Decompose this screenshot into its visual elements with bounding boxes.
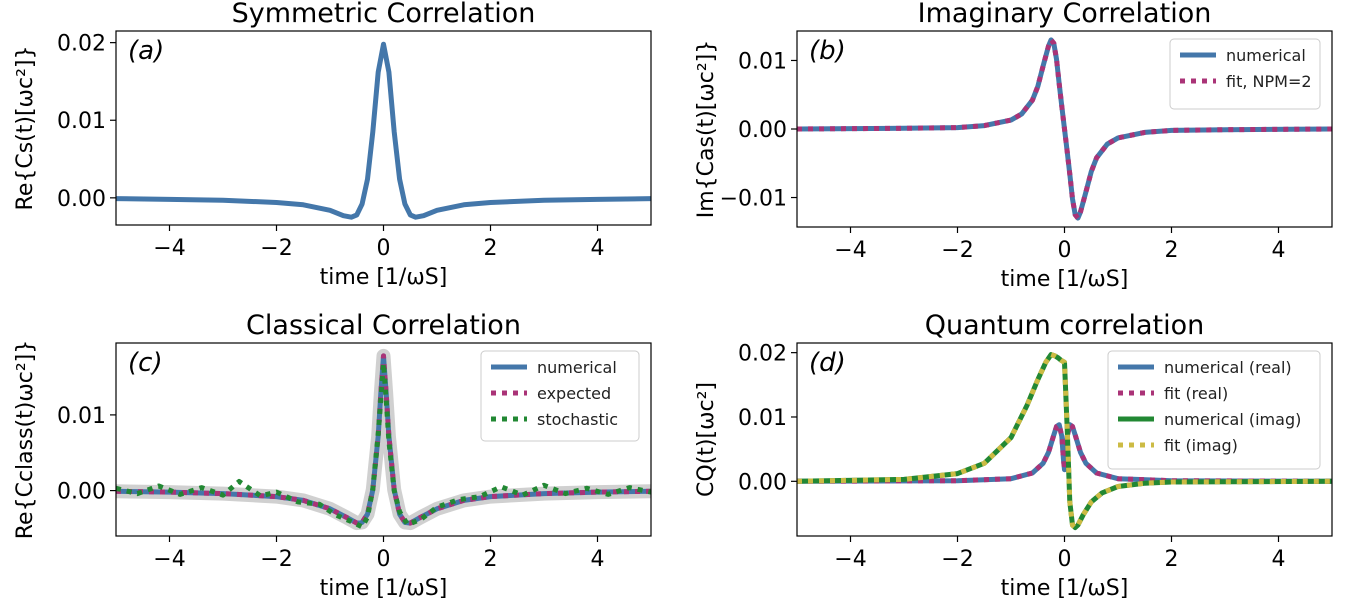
x-axis-label: time [1/ωS] <box>320 576 448 601</box>
legend-box <box>1107 350 1321 470</box>
x-tick-label: −2 <box>260 236 292 261</box>
x-tick-label: 0 <box>377 547 391 572</box>
x-tick-label: 2 <box>484 547 498 572</box>
legend: numerical (real) fit (real) numerical (ima… <box>1107 350 1321 470</box>
panel-title: Imaginary Correlation <box>918 0 1212 29</box>
panel-title: Quantum correlation <box>925 310 1204 341</box>
x-axis-label: time [1/ωS] <box>320 265 448 290</box>
y-tick-label: 0.02 <box>57 32 106 57</box>
legend-label: fit (real) <box>1164 384 1228 403</box>
x-tick-label: −4 <box>834 547 866 572</box>
legend-label: numerical <box>537 358 617 377</box>
y-tick-label: 0.01 <box>738 406 787 431</box>
x-tick-label: 2 <box>484 236 498 261</box>
panel-b: Imaginary Correlation −4 −2 0 2 4 −0.01 0.00 0.0… <box>694 0 1333 292</box>
x-tick-label: 0 <box>1058 547 1072 572</box>
y-tick-label: 0.02 <box>738 342 787 367</box>
legend-label: numerical (imag) <box>1164 410 1301 429</box>
legend: numerical fit, NPM=2 <box>1169 38 1321 110</box>
panel-c: Classical Correlation −4 −2 0 2 4 0.00 0.01 time… <box>13 310 652 601</box>
x-axis-label: time [1/ωS] <box>1001 267 1129 292</box>
y-axis-label: CQ(t)[ωc²] <box>694 382 719 497</box>
y-tick-label: 0.00 <box>57 187 106 212</box>
panel-letter: (b) <box>809 36 846 66</box>
y-axis-label: Re{Cs(t)[ωc²]} <box>13 46 38 211</box>
series-line-fit-npm- <box>797 37 1332 221</box>
series-group <box>116 41 651 220</box>
series-group <box>797 37 1332 221</box>
x-tick-label: 2 <box>1165 547 1179 572</box>
y-tick-label: 0.01 <box>57 404 106 429</box>
panel-d: Quantum correlation −4 −2 0 2 4 0.00 0.01 0.02 ti… <box>694 310 1333 601</box>
legend-label: numerical (real) <box>1164 358 1292 377</box>
x-tick-label: 4 <box>591 547 605 572</box>
legend-box <box>480 350 640 442</box>
x-tick-label: −4 <box>153 547 185 572</box>
x-tick-label: 4 <box>1272 547 1286 572</box>
x-tick-label: −4 <box>834 238 866 263</box>
x-tick-label: 2 <box>1165 238 1179 263</box>
panel-letter: (c) <box>128 348 163 378</box>
y-tick-label: 0.01 <box>57 109 106 134</box>
series-group <box>116 348 651 531</box>
y-tick-label: 0.00 <box>57 480 106 505</box>
x-tick-label: −2 <box>941 547 973 572</box>
series-line-stochastic <box>116 360 651 530</box>
legend-label: numerical <box>1226 46 1306 65</box>
y-tick-label: −0.01 <box>720 187 787 212</box>
y-axis-label: Im{Cas(t)[ωc²]} <box>694 40 719 219</box>
panel-title: Classical Correlation <box>246 310 521 341</box>
series-line-fit-real- <box>797 422 1332 484</box>
legend-label: fit (imag) <box>1164 436 1238 455</box>
panel-letter: (d) <box>809 348 846 378</box>
y-tick-label: 0.00 <box>738 470 787 495</box>
x-tick-label: −2 <box>260 547 292 572</box>
axes-frame <box>115 30 652 226</box>
x-tick-label: 4 <box>1272 238 1286 263</box>
x-axis-label: time [1/ωS] <box>1001 576 1129 601</box>
panel-letter: (a) <box>128 36 164 66</box>
panel-a: Symmetric Correlation −4 −2 0 2 4 0.00 0.01 0.02… <box>13 0 652 290</box>
x-tick-label: 0 <box>377 236 391 261</box>
series-line-fit-imag- <box>797 352 1332 531</box>
x-tick-label: 0 <box>1058 238 1072 263</box>
y-axis-label: Re{Cclass(t)ωc²]} <box>13 340 38 540</box>
series-group <box>797 352 1332 531</box>
legend-label: stochastic <box>537 410 618 429</box>
series-line-expected <box>116 353 651 526</box>
legend: numerical expected stochastic <box>480 350 640 442</box>
y-tick-label: 0.00 <box>738 118 787 143</box>
x-tick-label: −2 <box>941 238 973 263</box>
series-line-main <box>116 41 651 220</box>
legend-label: expected <box>537 384 611 403</box>
panel-title: Symmetric Correlation <box>232 0 536 29</box>
legend-label: fit, NPM=2 <box>1226 72 1312 91</box>
x-tick-label: −4 <box>153 236 185 261</box>
y-tick-label: 0.01 <box>738 49 787 74</box>
x-tick-label: 4 <box>591 236 605 261</box>
